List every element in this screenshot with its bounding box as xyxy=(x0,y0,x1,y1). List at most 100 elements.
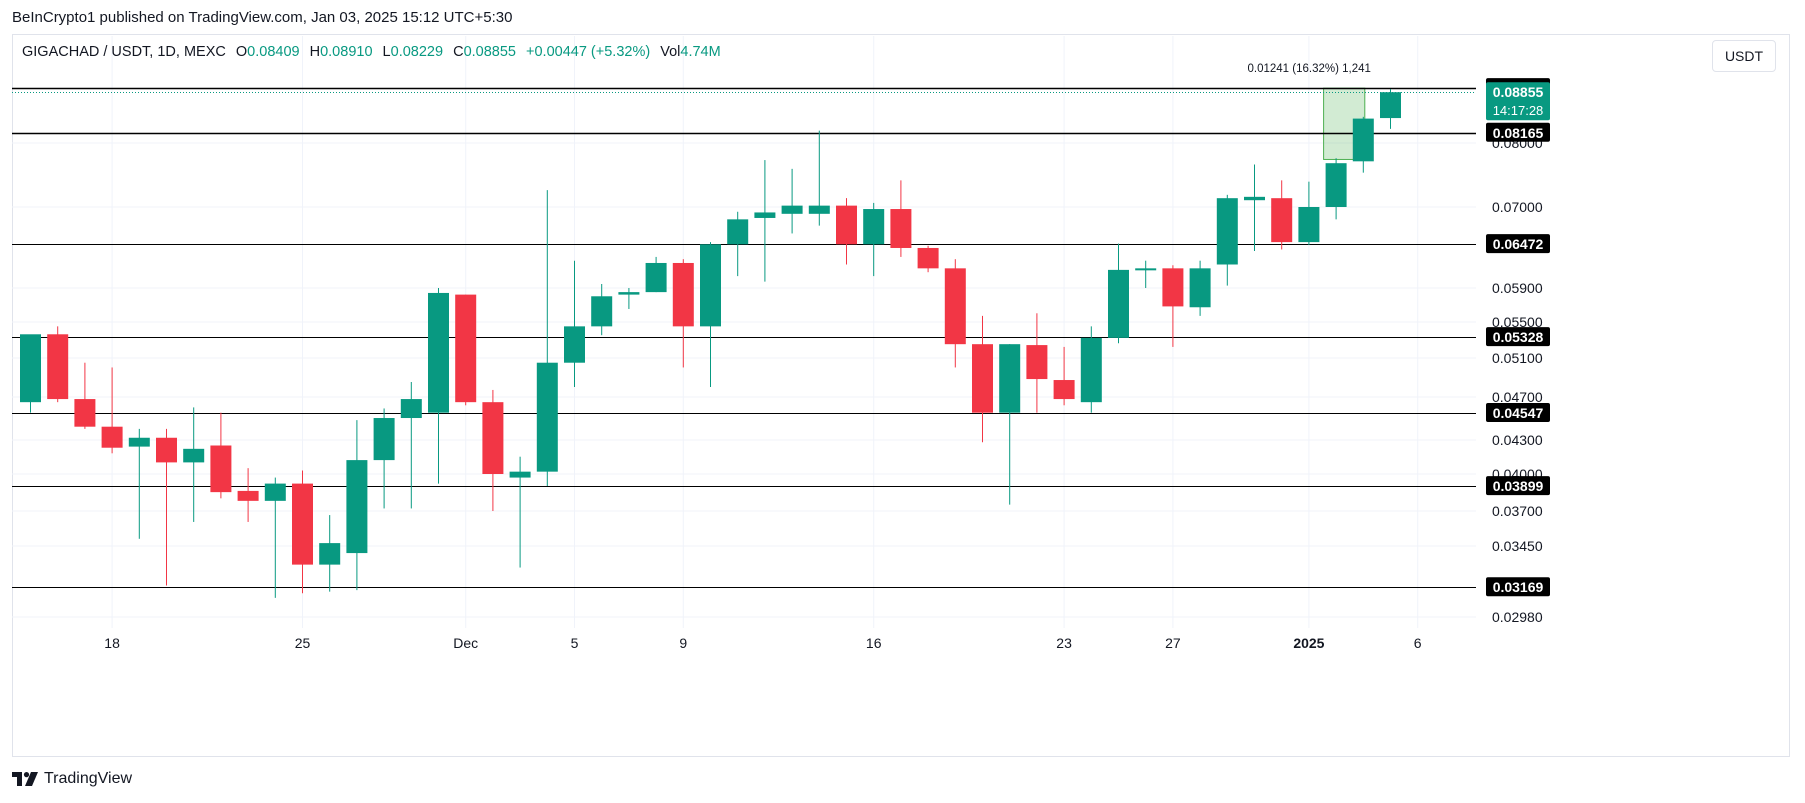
level-price-badge xyxy=(1486,402,1550,422)
candle-body[interactable] xyxy=(917,247,939,269)
close-value: 0.08855 xyxy=(463,44,516,60)
tradingview-footer[interactable]: TradingView xyxy=(12,770,132,788)
candle-body[interactable] xyxy=(455,294,477,403)
candle-body[interactable] xyxy=(781,205,803,214)
x-tick-label: Dec xyxy=(453,635,478,651)
candle-body[interactable] xyxy=(999,344,1021,413)
candle-body[interactable] xyxy=(1108,269,1129,338)
symbol-legend: GIGACHAD / USDT, 1D, MEXC O0.08409 H0.08… xyxy=(22,44,721,60)
candle-body[interactable] xyxy=(1189,268,1211,308)
candle-body[interactable] xyxy=(319,543,341,565)
low-value: 0.08229 xyxy=(390,44,444,60)
y-tick-label: 0.03450 xyxy=(1492,538,1543,554)
last-price-badge xyxy=(1486,82,1550,121)
candle-body[interactable] xyxy=(536,362,558,472)
candle-body[interactable] xyxy=(346,460,368,554)
candle-body[interactable] xyxy=(237,490,259,501)
candle-body[interactable] xyxy=(156,437,177,463)
x-tick-label: 6 xyxy=(1414,635,1422,651)
candle-body[interactable] xyxy=(808,205,830,214)
level-price-label: 0.05328 xyxy=(1493,329,1544,345)
currency-button[interactable]: USDT xyxy=(1712,40,1776,72)
level-price-badge xyxy=(1486,122,1550,142)
candle-body[interactable] xyxy=(1216,198,1238,265)
y-tick-label: 0.05900 xyxy=(1492,280,1543,296)
candle-body[interactable] xyxy=(1325,163,1347,207)
candle-body[interactable] xyxy=(128,437,150,447)
volume-value: 4.74M xyxy=(680,44,721,60)
candle-body[interactable] xyxy=(1271,198,1293,243)
x-tick-label: 16 xyxy=(866,635,882,651)
candle-body[interactable] xyxy=(1135,268,1157,271)
candle-body[interactable] xyxy=(863,209,885,245)
candle-body[interactable] xyxy=(210,445,232,493)
candle-body[interactable] xyxy=(74,399,96,427)
y-tick-label: 0.02980 xyxy=(1492,609,1543,625)
countdown-timer: 14:17:28 xyxy=(1493,103,1544,118)
candle-body[interactable] xyxy=(618,292,640,295)
y-tick-label: 0.04700 xyxy=(1492,389,1543,405)
symbol-title: GIGACHAD / USDT, 1D, MEXC xyxy=(22,44,226,60)
level-price-label: 0.04547 xyxy=(1493,405,1544,421)
candle-body[interactable] xyxy=(1080,337,1102,403)
y-tick-label: 0.04300 xyxy=(1492,432,1543,448)
candle-body[interactable] xyxy=(101,426,123,448)
x-tick-label: 23 xyxy=(1056,635,1072,651)
level-price-badge xyxy=(1486,476,1550,496)
close-label: C xyxy=(453,44,464,60)
y-tick-label: 0.05100 xyxy=(1492,350,1543,366)
candle-body[interactable] xyxy=(509,471,531,478)
candle-body[interactable] xyxy=(700,244,721,327)
change-value: +0.00447 (+5.32%) xyxy=(526,44,651,60)
y-tick-label: 0.03700 xyxy=(1492,503,1543,519)
candle-body[interactable] xyxy=(373,418,395,461)
chart-frame[interactable] xyxy=(12,34,1790,757)
candle-body[interactable] xyxy=(1162,268,1184,307)
tradingview-brand-text: TradingView xyxy=(44,770,133,787)
candle-body[interactable] xyxy=(1352,118,1374,162)
level-price-label: 0.03899 xyxy=(1493,478,1544,494)
y-tick-label: 0.05500 xyxy=(1492,314,1543,330)
open-value: 0.08409 xyxy=(247,44,300,60)
x-tick-label: 27 xyxy=(1165,635,1181,651)
candle-body[interactable] xyxy=(1026,345,1048,380)
candle-body[interactable] xyxy=(47,334,69,400)
candle-body[interactable] xyxy=(264,483,286,501)
candle-body[interactable] xyxy=(482,402,504,474)
x-tick-label: 2025 xyxy=(1293,635,1324,651)
candle-body[interactable] xyxy=(890,209,912,248)
candle-body[interactable] xyxy=(428,292,449,413)
candle-body[interactable] xyxy=(972,344,993,413)
x-tick-label: 18 xyxy=(104,635,120,651)
x-tick-label: 5 xyxy=(571,635,579,651)
low-label: L xyxy=(382,44,391,60)
x-tick-label: 9 xyxy=(679,635,687,651)
candle-body[interactable] xyxy=(1380,92,1401,119)
candle-body[interactable] xyxy=(645,262,667,293)
level-price-badge xyxy=(1486,327,1550,347)
level-price-label: 0.03169 xyxy=(1493,579,1544,595)
level-price-badge xyxy=(1486,234,1550,254)
volume-label: Vol xyxy=(660,44,681,60)
candle-body[interactable] xyxy=(400,399,422,419)
last-price-value: 0.08855 xyxy=(1493,84,1544,100)
candle-body[interactable] xyxy=(564,326,585,363)
candle-body[interactable] xyxy=(727,219,749,245)
candle-body[interactable] xyxy=(1053,380,1075,400)
candle-body[interactable] xyxy=(183,448,205,463)
candle-body[interactable] xyxy=(672,262,694,327)
published-by-text: BeInCrypto1 published on TradingView.com… xyxy=(12,9,513,26)
y-tick-label: 0.07000 xyxy=(1492,199,1543,215)
high-value: 0.08910 xyxy=(320,44,373,60)
candle-body[interactable] xyxy=(754,212,776,218)
level-price-label: 0.06472 xyxy=(1493,236,1544,252)
candle-body[interactable] xyxy=(836,205,857,245)
candle-body[interactable] xyxy=(591,296,613,327)
candle-body[interactable] xyxy=(1244,196,1265,201)
candle-body[interactable] xyxy=(20,334,41,403)
candle-body[interactable] xyxy=(292,483,313,565)
candle-body[interactable] xyxy=(1298,207,1320,243)
x-tick-label: 25 xyxy=(295,635,311,651)
candle-body[interactable] xyxy=(944,268,966,345)
